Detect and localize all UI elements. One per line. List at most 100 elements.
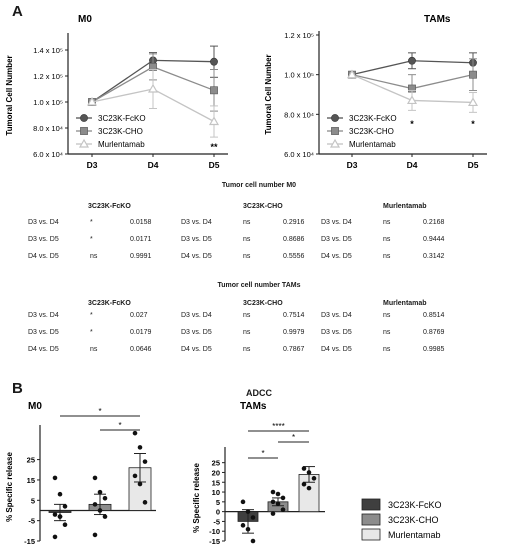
significance-cell: ns	[383, 312, 391, 319]
adcc-m0-ytick-label: 25	[27, 456, 35, 465]
adcc-m0-data-point	[102, 495, 108, 501]
adcc-m0-data-point	[62, 522, 68, 528]
adcc-m0-ytick-label: 15	[27, 476, 35, 485]
legend-swatch-2	[361, 528, 381, 541]
p-value-cell: 0.7867	[283, 346, 305, 353]
panel-label-a: A	[12, 3, 23, 20]
m0-ytick-label: 1.0 x 10⁵	[33, 98, 63, 107]
adcc-m0-data-point	[97, 508, 103, 513]
p-value-cell: 0.8686	[283, 236, 305, 243]
adcc-tams-data-point	[306, 485, 312, 491]
p-value-cell: 0.8769	[423, 329, 445, 336]
p-value-cell: 0.5556	[283, 253, 305, 260]
table-row: D4 vs. D5 ns 0.7867	[181, 341, 323, 358]
m0-ytick-label: 8.0 x 10⁴	[33, 124, 63, 133]
adcc-m0-data-point	[137, 445, 143, 450]
adcc-tams-data-point	[280, 507, 286, 512]
p-value-cell: 0.9985	[423, 346, 445, 353]
legend-label-1: 3C23K-CHO	[388, 515, 439, 525]
significance-cell: ns	[243, 236, 251, 243]
significance-cell: ns	[243, 346, 251, 353]
stats-table-group: D3 vs. D4 ns 0.2168 D3 vs. D5 ns 0.9444 D4 vs.…	[321, 214, 463, 265]
comparison-cell: D3 vs. D4	[321, 219, 352, 226]
table-m0-group-1: 3C23K-FcKO	[88, 203, 131, 210]
m0-xtick-label: D4	[148, 160, 159, 170]
comparison-cell: D4 vs. D5	[28, 346, 59, 353]
stats-table-group: D3 vs. D4 * 0.0158 D3 vs. D5 * 0.0171 D4 vs. D…	[28, 214, 170, 265]
significance-cell: ns	[90, 253, 98, 260]
table-m0-group-2: 3C23K-CHO	[243, 203, 283, 210]
table-row: D3 vs. D4 * 0.0158	[28, 214, 170, 231]
significance-cell: *	[90, 329, 93, 336]
adcc-tams-data-point	[245, 509, 251, 514]
panel-label-b: B	[12, 380, 23, 397]
comparison-cell: D3 vs. D5	[181, 236, 212, 243]
adcc-m0-title: M0	[28, 401, 42, 412]
p-value-cell: 0.0158	[130, 219, 152, 226]
legend-label-0: 3C23K-FcKO	[388, 500, 442, 510]
m0-xtick-label: D3	[87, 160, 98, 170]
significance-cell: ns	[383, 329, 391, 336]
adcc-tams-data-point	[270, 499, 276, 505]
table-row: D3 vs. D5 ns 0.8769	[321, 324, 463, 341]
table-row: D4 vs. D5 ns 0.9985	[321, 341, 463, 358]
adcc-tams-ytick-label: 0	[216, 508, 220, 517]
stats-table-group: D3 vs. D4 ns 0.8514 D3 vs. D5 ns 0.8769 D4 vs.…	[321, 307, 463, 358]
tams-ylabel: Tumoral Cell Number	[264, 54, 273, 134]
comparison-cell: D4 vs. D5	[321, 346, 352, 353]
adcc-tams-ytick-label: -10	[209, 527, 220, 536]
comparison-cell: D3 vs. D5	[181, 329, 212, 336]
m0-legend-label: 3C23K-CHO	[98, 127, 143, 136]
adcc-tams-data-point	[275, 491, 281, 497]
adcc-m0-significance-label: *	[118, 421, 121, 430]
adcc-tams-ytick-label: 10	[212, 488, 220, 497]
tams-point	[406, 95, 418, 105]
tams-significance: *	[471, 119, 475, 129]
table-row: D3 vs. D5 ns 0.9444	[321, 231, 463, 248]
adcc-m0-data-point	[92, 502, 98, 507]
table-row: D3 vs. D4 * 0.027	[28, 307, 170, 324]
tams-legend-marker	[331, 114, 339, 122]
tams-ytick-label: 1.2 x 10⁵	[284, 31, 314, 40]
adcc-tams-data-point	[301, 481, 307, 487]
adcc-m0-data-point	[52, 475, 58, 481]
legend-swatch-0	[361, 498, 381, 511]
adcc-m0-data-point	[62, 504, 68, 509]
adcc-m0-data-point	[52, 512, 58, 517]
m0-legend-label: 3C23K-FcKO	[98, 114, 146, 123]
tams-significance: *	[410, 119, 414, 129]
m0-ytick-label: 1.4 x 10⁵	[33, 46, 63, 55]
p-value-cell: 0.2168	[423, 219, 445, 226]
m0-point	[210, 57, 218, 66]
adcc-m0-bar-chart: M0 % Specific release -15 -5 5 15 25 * *	[5, 401, 156, 546]
adcc-m0-data-point	[92, 475, 98, 481]
adcc-m0-significance-label: *	[98, 407, 101, 416]
adcc-m0-ytick-label: 5	[31, 496, 35, 505]
adcc-tams-significance-label: *	[261, 449, 264, 458]
p-value-cell: 0.027	[130, 312, 148, 319]
adcc-tams-ytick-label: -5	[213, 517, 220, 526]
tams-xtick-label: D5	[468, 160, 479, 170]
adcc-tams-data-point	[245, 526, 251, 532]
m0-line-chart: M0 Tumoral Cell Number 6.0 x 10⁴ 8.0 x 10⁴ 1…	[5, 14, 228, 170]
adcc-tams-significance-label: ****	[272, 422, 284, 431]
table-row: D3 vs. D4 ns 0.2168	[321, 214, 463, 231]
adcc-title: ADCC	[246, 388, 272, 398]
significance-cell: ns	[383, 253, 391, 260]
table-m0-group-3: Murlentamab	[383, 203, 427, 210]
adcc-tams-data-point	[270, 511, 276, 516]
tams-ytick-label: 1.0 x 10⁵	[284, 71, 314, 80]
tams-legend-marker	[329, 138, 341, 148]
adcc-m0-data-point	[142, 459, 148, 464]
adcc-m0-data-point	[132, 473, 138, 479]
comparison-cell: D3 vs. D4	[28, 312, 59, 319]
p-value-cell: 0.7514	[283, 312, 305, 319]
m0-legend-label: Murlentamab	[98, 140, 145, 149]
p-value-cell: 0.9991	[130, 253, 152, 260]
adcc-tams-data-point	[240, 499, 246, 505]
table-row: D3 vs. D4 ns 0.2916	[181, 214, 323, 231]
significance-cell: *	[90, 219, 93, 226]
m0-ytick-label: 1.2 x 10⁵	[33, 72, 63, 81]
p-value-cell: 0.0646	[130, 346, 152, 353]
table-row: D3 vs. D5 * 0.0179	[28, 324, 170, 341]
